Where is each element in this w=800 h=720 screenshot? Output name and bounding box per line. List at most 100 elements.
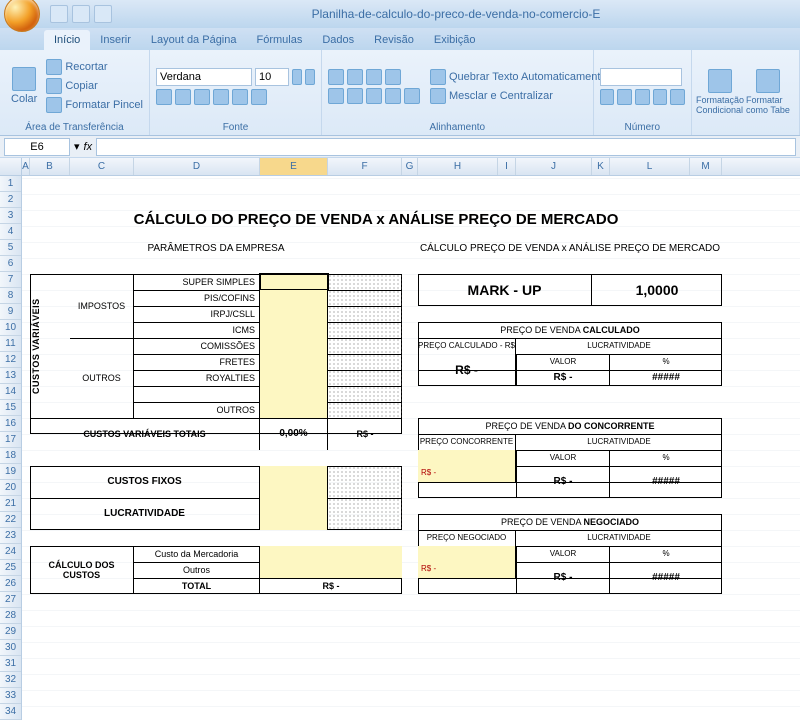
indent-inc-icon[interactable] — [404, 88, 420, 104]
tab-revisao[interactable]: Revisão — [364, 30, 424, 50]
col-head-L[interactable]: L — [610, 158, 690, 175]
underline-icon[interactable] — [194, 89, 210, 105]
col-head-I[interactable]: I — [498, 158, 516, 175]
cell-luc-e[interactable] — [260, 498, 328, 530]
row-head-11[interactable]: 11 — [0, 336, 21, 352]
namebox-dropdown-icon[interactable]: ▾ — [74, 140, 80, 153]
row-head-2[interactable]: 2 — [0, 192, 21, 208]
tab-inserir[interactable]: Inserir — [90, 30, 141, 50]
row-head-29[interactable]: 29 — [0, 624, 21, 640]
cut-button[interactable]: Recortar — [46, 59, 143, 75]
tab-dados[interactable]: Dados — [312, 30, 364, 50]
fx-icon[interactable]: fx — [84, 141, 93, 153]
cell-E12[interactable] — [260, 370, 328, 386]
row-head-23[interactable]: 23 — [0, 528, 21, 544]
currency-icon[interactable] — [600, 89, 615, 105]
cell-E10[interactable] — [260, 338, 328, 354]
col-head-M[interactable]: M — [690, 158, 722, 175]
row-head-3[interactable]: 3 — [0, 208, 21, 224]
paste-button[interactable]: Colar — [6, 52, 42, 120]
col-head-K[interactable]: K — [592, 158, 610, 175]
align-bottom-icon[interactable] — [366, 69, 382, 85]
cell-F11[interactable] — [328, 354, 402, 370]
align-middle-icon[interactable] — [347, 69, 363, 85]
cell-F9[interactable] — [328, 322, 402, 338]
col-head-B[interactable]: B — [30, 158, 70, 175]
pv-input[interactable] — [418, 546, 516, 578]
col-head-F[interactable]: F — [328, 158, 402, 175]
row-head-34[interactable]: 34 — [0, 704, 21, 720]
cell-cf-e[interactable] — [260, 466, 328, 498]
cell-E8[interactable] — [260, 306, 328, 322]
grid[interactable]: CÁLCULO DO PREÇO DE VENDA x ANÁLISE PREÇ… — [22, 176, 800, 720]
row-head-21[interactable]: 21 — [0, 496, 21, 512]
row-head-17[interactable]: 17 — [0, 432, 21, 448]
col-head-G[interactable]: G — [402, 158, 418, 175]
row-head-4[interactable]: 4 — [0, 224, 21, 240]
inc-decimal-icon[interactable] — [653, 89, 668, 105]
dec-decimal-icon[interactable] — [670, 89, 685, 105]
grow-font-icon[interactable] — [292, 69, 302, 85]
row-head-7[interactable]: 7 — [0, 272, 21, 288]
cell-E13[interactable] — [260, 386, 328, 402]
row-head-24[interactable]: 24 — [0, 544, 21, 560]
font-name-input[interactable] — [156, 68, 252, 86]
row-head-20[interactable]: 20 — [0, 480, 21, 496]
tab-formulas[interactable]: Fórmulas — [247, 30, 313, 50]
cell-luc-f[interactable] — [328, 498, 402, 530]
cell-F10[interactable] — [328, 338, 402, 354]
conditional-formatting-button[interactable]: Formatação Condicional — [698, 52, 742, 131]
col-head-H[interactable]: H — [418, 158, 498, 175]
italic-icon[interactable] — [175, 89, 191, 105]
align-center-icon[interactable] — [347, 88, 363, 104]
col-head-D[interactable]: D — [134, 158, 260, 175]
cell-F14[interactable] — [328, 402, 402, 418]
formula-input[interactable] — [96, 138, 796, 156]
col-head-J[interactable]: J — [516, 158, 592, 175]
qat-redo-icon[interactable] — [94, 5, 112, 23]
cell-F8[interactable] — [328, 306, 402, 322]
row-head-13[interactable]: 13 — [0, 368, 21, 384]
row-head-8[interactable]: 8 — [0, 288, 21, 304]
font-size-input[interactable] — [255, 68, 289, 86]
cc-val-0[interactable] — [260, 546, 402, 562]
merge-center-button[interactable]: Mesclar e Centralizar — [430, 88, 607, 104]
orientation-icon[interactable] — [385, 69, 401, 85]
align-right-icon[interactable] — [366, 88, 382, 104]
wrap-text-button[interactable]: Quebrar Texto Automaticamente — [430, 69, 607, 85]
copy-button[interactable]: Copiar — [46, 78, 143, 94]
align-top-icon[interactable] — [328, 69, 344, 85]
align-left-icon[interactable] — [328, 88, 344, 104]
cell-F6[interactable] — [328, 274, 402, 290]
row-head-26[interactable]: 26 — [0, 576, 21, 592]
row-head-12[interactable]: 12 — [0, 352, 21, 368]
row-head-15[interactable]: 15 — [0, 400, 21, 416]
number-format-dropdown[interactable] — [600, 68, 682, 86]
name-box[interactable]: E6 — [4, 138, 70, 156]
bold-icon[interactable] — [156, 89, 172, 105]
cell-F13[interactable] — [328, 386, 402, 402]
cell-E9[interactable] — [260, 322, 328, 338]
indent-dec-icon[interactable] — [385, 88, 401, 104]
row-head-10[interactable]: 10 — [0, 320, 21, 336]
tab-inicio[interactable]: Início — [44, 30, 90, 50]
cell-E7[interactable] — [260, 290, 328, 306]
fill-color-icon[interactable] — [232, 89, 248, 105]
row-head-5[interactable]: 5 — [0, 240, 21, 256]
shrink-font-icon[interactable] — [305, 69, 315, 85]
row-head-31[interactable]: 31 — [0, 656, 21, 672]
percent-icon[interactable] — [617, 89, 632, 105]
qat-save-icon[interactable] — [50, 5, 68, 23]
cc-val-1[interactable] — [260, 562, 402, 578]
row-head-19[interactable]: 19 — [0, 464, 21, 480]
col-head-A[interactable]: A — [22, 158, 30, 175]
row-head-32[interactable]: 32 — [0, 672, 21, 688]
row-head-22[interactable]: 22 — [0, 512, 21, 528]
col-head-E[interactable]: E — [260, 158, 328, 175]
row-head-14[interactable]: 14 — [0, 384, 21, 400]
cell-E6[interactable] — [260, 274, 328, 290]
row-head-30[interactable]: 30 — [0, 640, 21, 656]
row-head-27[interactable]: 27 — [0, 592, 21, 608]
cell-E11[interactable] — [260, 354, 328, 370]
row-head-25[interactable]: 25 — [0, 560, 21, 576]
